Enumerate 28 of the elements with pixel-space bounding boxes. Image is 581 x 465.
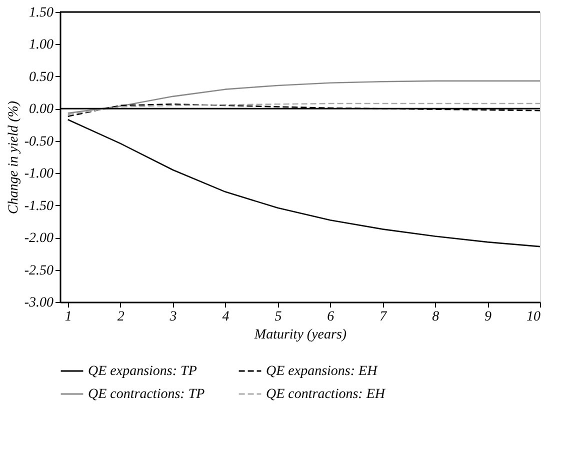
- x-tick-label: 10: [526, 310, 540, 324]
- y-tick-label: -3.00: [24, 296, 54, 310]
- x-tick-label: 8: [432, 310, 440, 324]
- x-tick-label: 7: [380, 310, 388, 324]
- x-tick-label: 5: [274, 310, 282, 324]
- legend-label: QE contractions: TP: [88, 387, 206, 402]
- x-tick-label: 4: [222, 310, 230, 324]
- legend-label: QE expansions: EH: [266, 364, 378, 379]
- y-tick-label: 1.00: [29, 38, 54, 53]
- legend-label: QE expansions: TP: [88, 364, 198, 379]
- x-tick-label: 3: [168, 310, 177, 324]
- line-series: [67, 80, 541, 114]
- y-axis-title: Change in yield (%): [6, 100, 22, 214]
- y-tick-label: 0.50: [29, 70, 54, 85]
- y-tick-label: -2.50: [24, 263, 54, 278]
- x-tick-label: 6: [327, 310, 334, 324]
- legend-label: QE contractions: EH: [266, 387, 386, 402]
- x-tick-label: 1: [64, 310, 72, 324]
- y-tick-label: 1.50: [29, 6, 54, 20]
- y-tick-label: -1.00: [24, 166, 54, 182]
- y-tick-label: -2.00: [24, 231, 54, 246]
- y-tick-label: -0.50: [24, 134, 54, 150]
- line-series: [67, 118, 541, 248]
- x-tick-label: 9: [484, 310, 492, 324]
- y-tick-label: 0.00: [29, 102, 54, 118]
- x-tick-label: 2: [117, 310, 124, 324]
- y-tick-label: -1.50: [24, 198, 54, 214]
- x-axis-title: Maturity (years): [253, 328, 347, 342]
